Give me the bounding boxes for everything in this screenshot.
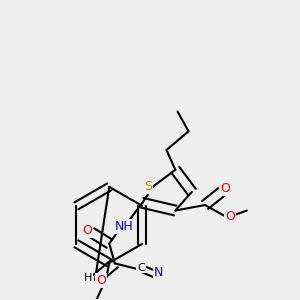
Text: O: O	[220, 182, 230, 195]
Text: C: C	[137, 262, 145, 273]
Text: H: H	[84, 273, 92, 283]
Text: O: O	[82, 224, 92, 237]
Text: N: N	[154, 266, 164, 279]
Text: O: O	[225, 209, 235, 223]
Text: O: O	[96, 274, 106, 287]
Text: S: S	[144, 180, 152, 193]
Text: NH: NH	[115, 220, 134, 233]
